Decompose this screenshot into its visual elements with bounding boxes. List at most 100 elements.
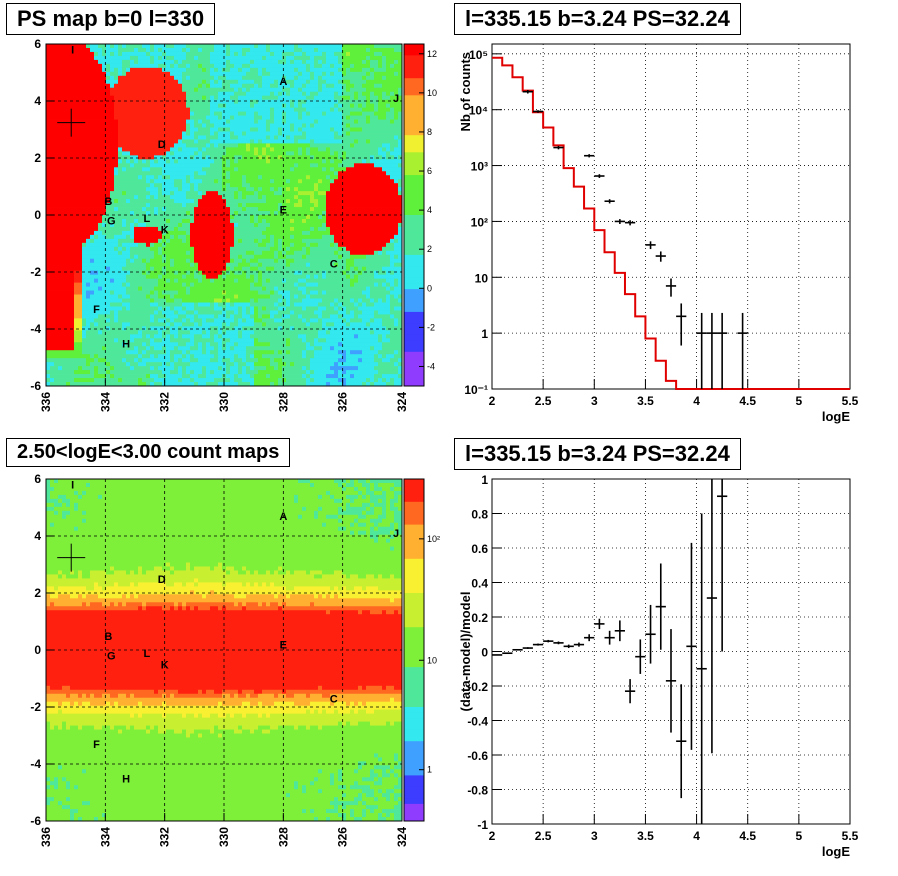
map-cell	[270, 215, 275, 220]
map-cell	[234, 95, 239, 101]
map-cell	[210, 211, 215, 216]
map-cell	[86, 382, 91, 387]
map-cell	[162, 350, 167, 355]
map-cell	[122, 44, 127, 49]
map-cell	[166, 143, 171, 148]
map-cell	[86, 278, 91, 284]
map-cell	[46, 342, 51, 347]
map-cell	[258, 131, 263, 136]
map-cell	[170, 83, 175, 89]
map-cell	[238, 103, 243, 109]
map-cell	[254, 218, 259, 224]
map-cell	[142, 318, 147, 323]
map-cell	[278, 55, 283, 61]
map-cell	[142, 91, 147, 97]
map-cell	[126, 44, 131, 49]
map-cell	[262, 63, 267, 69]
map-cell	[262, 282, 267, 287]
map-cell	[274, 215, 279, 220]
map-cell	[78, 195, 83, 200]
map-cell	[86, 378, 91, 383]
map-cell	[150, 370, 155, 375]
map-cell	[126, 179, 131, 184]
map-cell	[126, 346, 131, 351]
map-cell	[118, 203, 123, 208]
map-cell	[78, 71, 83, 77]
map-cell	[238, 83, 243, 89]
map-cell	[270, 167, 275, 172]
map-cell	[186, 314, 191, 319]
map-cell	[218, 79, 223, 85]
map-cell	[114, 370, 119, 375]
map-cell	[258, 191, 263, 196]
map-cell	[74, 44, 79, 49]
map-cell	[46, 135, 51, 140]
map-cell	[90, 254, 95, 260]
map-cell	[138, 270, 143, 276]
map-cell	[234, 294, 239, 299]
map-cell	[126, 171, 131, 176]
map-cell	[190, 115, 195, 120]
map-cell	[238, 314, 243, 319]
map-cell	[118, 382, 123, 387]
map-cell	[254, 155, 259, 160]
map-cell	[178, 354, 183, 359]
map-cell	[242, 310, 247, 315]
map-cell	[234, 302, 239, 307]
map-cell	[258, 63, 263, 69]
map-cell	[62, 270, 67, 276]
map-cell	[218, 322, 223, 327]
map-cell	[274, 230, 279, 236]
map-cell	[234, 250, 239, 256]
map-cell	[166, 350, 171, 355]
map-cell	[94, 179, 99, 184]
map-cell	[222, 131, 227, 136]
map-cell	[78, 163, 83, 168]
map-cell	[186, 51, 191, 57]
map-cell	[46, 350, 51, 355]
map-cell	[182, 266, 187, 272]
map-cell	[186, 270, 191, 276]
map-cell	[54, 167, 59, 172]
map-cell	[234, 135, 239, 140]
map-cell	[146, 306, 151, 311]
map-cell	[106, 382, 111, 387]
map-cell	[270, 238, 275, 244]
map-cell	[154, 119, 159, 124]
map-cell	[242, 95, 247, 101]
map-cell	[202, 278, 207, 284]
map-cell	[130, 79, 135, 85]
map-cell	[78, 199, 83, 204]
map-cell	[262, 103, 267, 109]
map-cell	[278, 71, 283, 77]
map-cell	[190, 167, 195, 172]
map-cell	[74, 155, 79, 160]
map-cell	[118, 135, 123, 140]
map-cell	[242, 222, 247, 228]
map-cell	[86, 314, 91, 319]
map-cell	[102, 294, 107, 299]
map-cell	[154, 55, 159, 61]
map-cell	[90, 115, 95, 120]
map-cell	[66, 167, 71, 172]
map-cell	[274, 199, 279, 204]
map-cell	[102, 222, 107, 228]
map-cell	[214, 230, 219, 236]
map-cell	[182, 131, 187, 136]
map-cell	[62, 83, 67, 89]
map-cell	[258, 262, 263, 268]
map-cell	[114, 246, 119, 252]
map-cell	[94, 374, 99, 379]
map-cell	[210, 270, 215, 276]
map-cell	[246, 195, 251, 200]
map-cell	[138, 234, 143, 240]
map-cell	[262, 302, 267, 307]
map-cell	[66, 314, 71, 319]
map-cell	[54, 282, 59, 287]
map-cell	[126, 215, 131, 220]
map-cell	[190, 302, 195, 307]
map-cell	[142, 63, 147, 69]
map-cell	[166, 187, 171, 192]
map-cell	[206, 187, 211, 192]
map-cell	[114, 278, 119, 284]
